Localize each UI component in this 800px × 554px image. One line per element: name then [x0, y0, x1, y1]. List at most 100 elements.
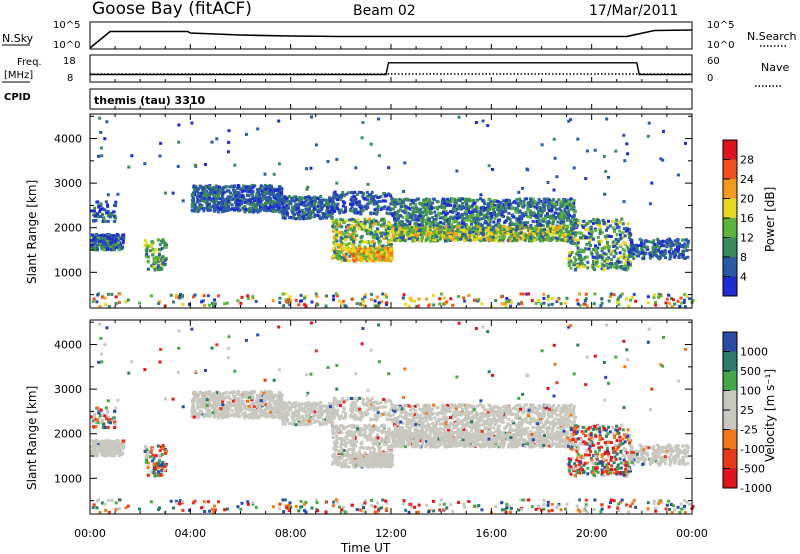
- power-cell: [499, 231, 503, 235]
- power-cell: [216, 205, 220, 209]
- power-cell: [99, 202, 103, 206]
- power-cell: [600, 301, 604, 305]
- power-cell: [244, 207, 248, 211]
- power-cell: [330, 211, 334, 215]
- power-cell: [622, 227, 626, 231]
- power-cell: [385, 301, 389, 305]
- power-cell: [195, 187, 199, 191]
- power-cell: [373, 230, 377, 234]
- power-cell: [408, 222, 412, 226]
- power-cell: [525, 292, 529, 296]
- power-cell: [402, 234, 405, 238]
- power-cell: [665, 297, 669, 301]
- power-cell: [146, 255, 150, 259]
- power-cell: [447, 222, 451, 226]
- power-cell: [115, 233, 119, 237]
- power-cell: [476, 207, 480, 210]
- power-cell: [596, 256, 600, 260]
- power-cell: [156, 256, 160, 260]
- power-cell: [547, 303, 551, 307]
- power-cell: [392, 231, 396, 235]
- power-cell: [335, 251, 339, 255]
- power-cell: [236, 190, 240, 194]
- power-cell: [279, 191, 283, 195]
- power-cell: [442, 215, 446, 219]
- power-cell: [353, 236, 357, 240]
- power-cell: [572, 166, 576, 170]
- power-cell: [304, 294, 308, 298]
- power-cell: [354, 166, 358, 170]
- power-cell: [342, 194, 346, 198]
- power-cell: [305, 167, 309, 171]
- power-cell: [369, 252, 373, 256]
- power-cell: [528, 216, 532, 219]
- power-cell: [388, 222, 392, 226]
- power-cell: [369, 201, 373, 205]
- power-cell: [286, 199, 290, 203]
- power-cell: [374, 236, 378, 240]
- power-cell: [627, 247, 630, 251]
- power-cell: [622, 267, 626, 271]
- power-cell: [159, 141, 163, 145]
- power-cell: [621, 247, 625, 251]
- power-cell: [482, 199, 486, 203]
- power-cell: [106, 214, 110, 218]
- power-cell: [668, 254, 672, 257]
- power-cell: [154, 248, 158, 252]
- power-cell: [193, 163, 197, 167]
- power-cell: [638, 252, 642, 256]
- power-cell: [422, 227, 426, 231]
- power-cell: [480, 223, 484, 227]
- power-cell: [205, 190, 209, 194]
- power-cell: [277, 196, 281, 200]
- power-cell: [564, 228, 568, 232]
- power-cell: [98, 305, 102, 308]
- power-cell: [533, 200, 537, 203]
- power-cell: [479, 239, 483, 243]
- power-cell: [589, 244, 593, 247]
- power-cell: [470, 198, 474, 202]
- power-cell: [110, 237, 114, 241]
- power-cell: [390, 196, 394, 200]
- power-cell: [468, 226, 472, 230]
- power-cell: [642, 242, 646, 246]
- power-cell: [493, 230, 496, 234]
- power-cell: [535, 214, 539, 218]
- power-cell: [300, 200, 304, 204]
- power-cell: [410, 299, 414, 303]
- power-cell: [308, 196, 311, 200]
- power-cell: [521, 214, 525, 218]
- power-cell: [488, 223, 492, 227]
- power-cell: [191, 191, 195, 195]
- power-cell: [558, 234, 562, 238]
- power-cell: [346, 226, 350, 230]
- power-cell: [503, 302, 507, 305]
- power-cell: [175, 295, 178, 299]
- power-cell: [361, 195, 365, 198]
- power-cell: [618, 221, 622, 225]
- power-cell: [216, 185, 220, 189]
- power-cell: [410, 226, 414, 229]
- power-cell: [479, 222, 482, 226]
- power-cell: [446, 233, 450, 237]
- power-cell: [570, 251, 574, 254]
- power-cell: [396, 222, 400, 226]
- power-cell: [219, 189, 223, 193]
- power-cell: [509, 304, 513, 308]
- power-cell: [366, 202, 370, 206]
- power-cell: [418, 214, 422, 218]
- power-cell: [607, 262, 611, 266]
- power-cell: [582, 265, 585, 269]
- power-cell: [410, 198, 414, 202]
- power-cell: [622, 265, 625, 268]
- power-cell: [343, 258, 347, 262]
- power-cell: [195, 209, 198, 213]
- power-cell: [518, 225, 522, 229]
- power-cell: [547, 227, 551, 231]
- power-cell: [352, 259, 356, 263]
- power-cell: [581, 234, 585, 238]
- power-cell: [257, 203, 260, 207]
- power-cell: [382, 237, 386, 241]
- power-cell: [507, 206, 511, 210]
- power-cell: [329, 200, 333, 204]
